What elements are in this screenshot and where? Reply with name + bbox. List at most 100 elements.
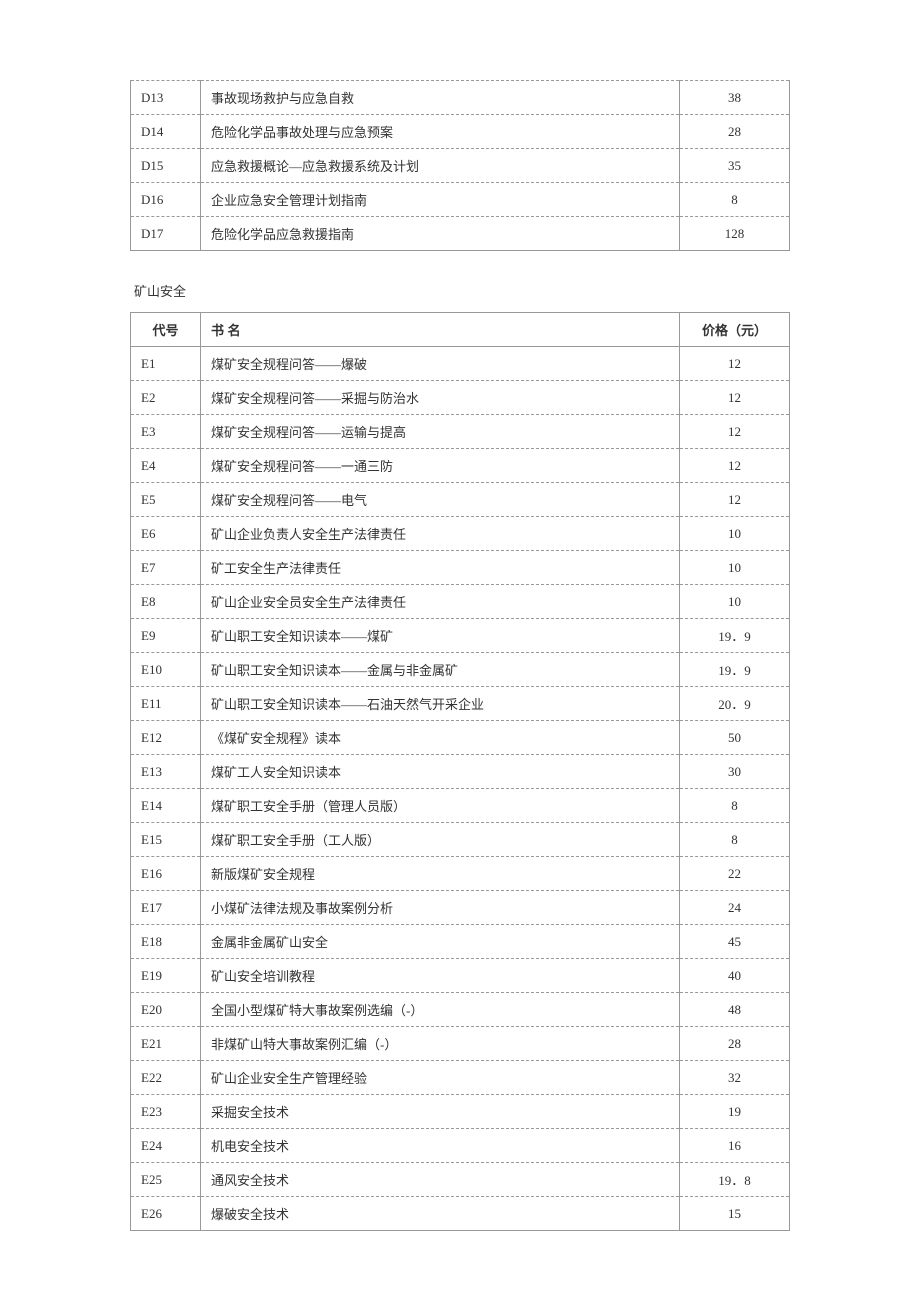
cell-name: 煤矿安全规程问答——爆破 (201, 347, 680, 381)
cell-code: E14 (131, 789, 201, 823)
table-row: E25通风安全技术19．8 (131, 1163, 790, 1197)
table-row: E19矿山安全培训教程40 (131, 959, 790, 993)
cell-name: 矿山企业负责人安全生产法律责任 (201, 517, 680, 551)
cell-name: 事故现场救护与应急自救 (201, 81, 680, 115)
cell-code: E20 (131, 993, 201, 1027)
table-row: D13事故现场救护与应急自救38 (131, 81, 790, 115)
cell-code: E12 (131, 721, 201, 755)
table-row: E3煤矿安全规程问答——运输与提高12 (131, 415, 790, 449)
cell-code: E22 (131, 1061, 201, 1095)
cell-price: 16 (680, 1129, 790, 1163)
cell-code: D13 (131, 81, 201, 115)
table-row: D15应急救援概论—应急救援系统及计划35 (131, 149, 790, 183)
cell-code: D14 (131, 115, 201, 149)
cell-name: 煤矿安全规程问答——电气 (201, 483, 680, 517)
table-row: E11矿山职工安全知识读本——石油天然气开采企业20．9 (131, 687, 790, 721)
cell-name: 企业应急安全管理计划指南 (201, 183, 680, 217)
cell-code: E16 (131, 857, 201, 891)
cell-code: E25 (131, 1163, 201, 1197)
cell-name: 新版煤矿安全规程 (201, 857, 680, 891)
cell-price: 19．9 (680, 619, 790, 653)
cell-code: E3 (131, 415, 201, 449)
cell-name: 煤矿安全规程问答——运输与提高 (201, 415, 680, 449)
table-row: D16企业应急安全管理计划指南8 (131, 183, 790, 217)
cell-code: D17 (131, 217, 201, 251)
table-row: E16新版煤矿安全规程22 (131, 857, 790, 891)
table-row: E22矿山企业安全生产管理经验32 (131, 1061, 790, 1095)
table-row: E9矿山职工安全知识读本——煤矿19．9 (131, 619, 790, 653)
cell-name: 通风安全技术 (201, 1163, 680, 1197)
cell-price: 12 (680, 347, 790, 381)
cell-price: 12 (680, 415, 790, 449)
cell-name: 矿山安全培训教程 (201, 959, 680, 993)
cell-price: 128 (680, 217, 790, 251)
cell-code: E1 (131, 347, 201, 381)
cell-price: 20．9 (680, 687, 790, 721)
cell-name: 采掘安全技术 (201, 1095, 680, 1129)
emergency-table: D13事故现场救护与应急自救38D14危险化学品事故处理与应急预案28D15应急… (130, 80, 790, 251)
cell-name: 全国小型煤矿特大事故案例选编（-） (201, 993, 680, 1027)
cell-name: 矿山企业安全员安全生产法律责任 (201, 585, 680, 619)
cell-price: 50 (680, 721, 790, 755)
mining-table: 代号 书 名 价格（元） E1煤矿安全规程问答——爆破12E2煤矿安全规程问答—… (130, 312, 790, 1231)
table-header-row: 代号 书 名 价格（元） (131, 313, 790, 347)
section-title: 矿山安全 (134, 281, 790, 300)
cell-code: E10 (131, 653, 201, 687)
cell-code: E15 (131, 823, 201, 857)
cell-name: 矿工安全生产法律责任 (201, 551, 680, 585)
cell-price: 12 (680, 449, 790, 483)
cell-code: E9 (131, 619, 201, 653)
cell-price: 8 (680, 789, 790, 823)
table-row: E26爆破安全技术15 (131, 1197, 790, 1231)
cell-price: 30 (680, 755, 790, 789)
table-row: E18金属非金属矿山安全45 (131, 925, 790, 959)
header-price: 价格（元） (680, 313, 790, 347)
cell-code: E17 (131, 891, 201, 925)
cell-code: D15 (131, 149, 201, 183)
cell-code: E18 (131, 925, 201, 959)
table-row: E10矿山职工安全知识读本——金属与非金属矿19．9 (131, 653, 790, 687)
cell-price: 38 (680, 81, 790, 115)
table-row: E6矿山企业负责人安全生产法律责任10 (131, 517, 790, 551)
cell-name: 危险化学品应急救援指南 (201, 217, 680, 251)
header-code: 代号 (131, 313, 201, 347)
table-row: E17小煤矿法律法规及事故案例分析24 (131, 891, 790, 925)
table-row: E2煤矿安全规程问答——采掘与防治水12 (131, 381, 790, 415)
cell-name: 《煤矿安全规程》读本 (201, 721, 680, 755)
cell-price: 12 (680, 381, 790, 415)
table-row: E13煤矿工人安全知识读本30 (131, 755, 790, 789)
table-row: E12《煤矿安全规程》读本50 (131, 721, 790, 755)
cell-price: 10 (680, 517, 790, 551)
table-row: D14危险化学品事故处理与应急预案28 (131, 115, 790, 149)
cell-name: 煤矿安全规程问答——采掘与防治水 (201, 381, 680, 415)
emergency-table-body: D13事故现场救护与应急自救38D14危险化学品事故处理与应急预案28D15应急… (131, 81, 790, 251)
cell-code: E21 (131, 1027, 201, 1061)
table-row: E23采掘安全技术19 (131, 1095, 790, 1129)
table-row: E14煤矿职工安全手册（管理人员版）8 (131, 789, 790, 823)
cell-price: 19 (680, 1095, 790, 1129)
table-row: D17危险化学品应急救援指南128 (131, 217, 790, 251)
table-row: E5煤矿安全规程问答——电气12 (131, 483, 790, 517)
cell-name: 矿山职工安全知识读本——煤矿 (201, 619, 680, 653)
cell-code: E2 (131, 381, 201, 415)
cell-price: 8 (680, 823, 790, 857)
cell-price: 40 (680, 959, 790, 993)
cell-code: E23 (131, 1095, 201, 1129)
table-row: E4煤矿安全规程问答——一通三防12 (131, 449, 790, 483)
cell-name: 煤矿安全规程问答——一通三防 (201, 449, 680, 483)
cell-name: 矿山职工安全知识读本——石油天然气开采企业 (201, 687, 680, 721)
cell-price: 19．9 (680, 653, 790, 687)
table-row: E24机电安全技术16 (131, 1129, 790, 1163)
cell-price: 35 (680, 149, 790, 183)
cell-code: E6 (131, 517, 201, 551)
cell-price: 28 (680, 115, 790, 149)
cell-price: 45 (680, 925, 790, 959)
mining-table-body: E1煤矿安全规程问答——爆破12E2煤矿安全规程问答——采掘与防治水12E3煤矿… (131, 347, 790, 1231)
cell-code: E24 (131, 1129, 201, 1163)
cell-code: D16 (131, 183, 201, 217)
table-row: E8矿山企业安全员安全生产法律责任10 (131, 585, 790, 619)
cell-price: 10 (680, 551, 790, 585)
cell-name: 非煤矿山特大事故案例汇编（-） (201, 1027, 680, 1061)
cell-price: 32 (680, 1061, 790, 1095)
cell-code: E11 (131, 687, 201, 721)
